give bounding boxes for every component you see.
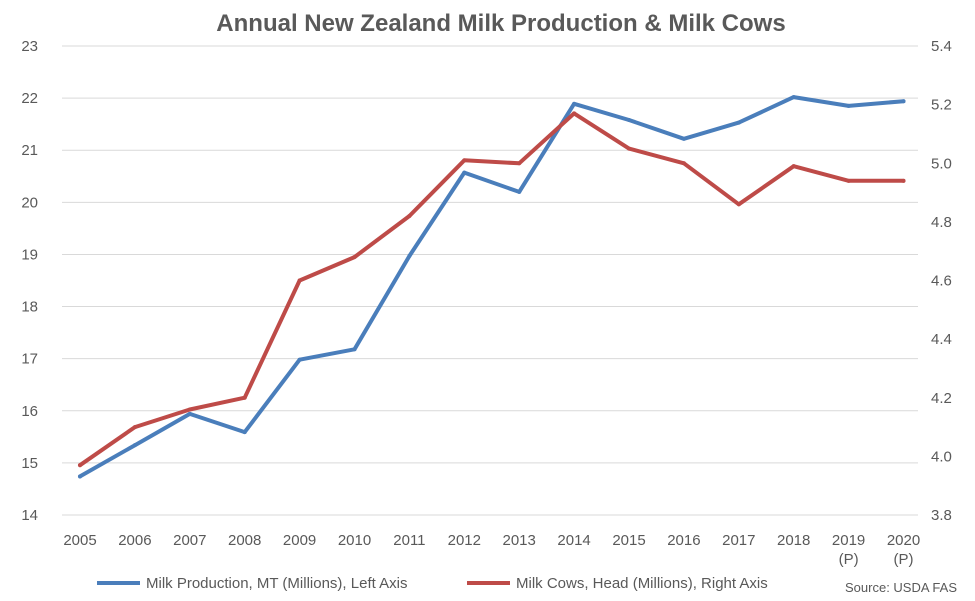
left-tick-label: 21	[21, 142, 38, 159]
right-tick-label: 4.0	[931, 448, 952, 465]
left-tick-label: 19	[21, 246, 38, 263]
data-point-milk-production	[517, 189, 522, 194]
right-axis: 3.8 4.0 4.2 4.4 4.6 4.8 5.0 5.2 5.4	[931, 38, 952, 524]
data-point-milk-cows	[78, 463, 82, 468]
x-tick-label: 2018	[777, 532, 810, 549]
data-point-milk-cows	[407, 214, 412, 219]
data-point-milk-cows	[187, 407, 192, 412]
legend-label-milk-production: Milk Production, MT (Millions), Left Axi…	[146, 575, 407, 592]
chart-title: Annual New Zealand Milk Production & Mil…	[216, 10, 785, 37]
data-point-milk-production	[627, 117, 631, 122]
left-tick-label: 22	[21, 90, 38, 107]
data-point-milk-production	[78, 474, 82, 479]
x-tick-label: 2015	[612, 532, 645, 549]
data-point-milk-production	[352, 347, 357, 352]
left-tick-label: 23	[21, 38, 38, 55]
x-tick-label: 2012	[448, 532, 481, 549]
data-point-milk-production	[462, 170, 467, 175]
data-point-milk-cows	[462, 158, 467, 163]
right-tick-label: 4.6	[931, 273, 952, 290]
data-point-milk-production	[187, 411, 192, 416]
right-tick-label: 5.0	[931, 155, 952, 172]
data-point-milk-production	[791, 95, 796, 100]
x-tick-label: 2019 (P)	[832, 532, 865, 568]
data-point-milk-production	[572, 101, 577, 106]
data-point-milk-production	[132, 443, 137, 448]
x-tick-label: 2013	[503, 532, 536, 549]
data-point-milk-production	[901, 99, 906, 104]
data-point-milk-cows	[901, 178, 906, 183]
data-point-milk-production	[846, 103, 851, 108]
left-tick-label: 16	[21, 403, 38, 420]
data-point-milk-cows	[242, 395, 247, 400]
data-point-milk-production	[736, 120, 741, 125]
series-layer	[78, 95, 906, 479]
left-tick-label: 15	[21, 455, 38, 472]
right-tick-label: 5.2	[931, 97, 952, 114]
source-note: Source: USDA FAS	[845, 580, 957, 595]
x-tick-label: 2010	[338, 532, 371, 549]
legend-label-milk-cows: Milk Cows, Head (Millions), Right Axis	[516, 575, 768, 592]
x-axis: 2005 2006 2007 2008 2009 2010 2011 2012 2013 2014…	[63, 532, 920, 568]
data-point-milk-cows	[681, 161, 686, 166]
x-tick-label: 2011	[393, 532, 425, 549]
data-point-milk-production	[681, 136, 686, 141]
gridlines	[62, 45, 918, 516]
data-point-milk-cows	[297, 278, 302, 283]
x-tick-label: 2016	[667, 532, 700, 549]
data-point-milk-production	[297, 357, 302, 362]
data-point-milk-production	[242, 430, 247, 435]
data-point-milk-cows	[572, 111, 577, 116]
series-line-milk-cows	[78, 111, 906, 468]
data-point-milk-production	[407, 254, 412, 259]
left-tick-label: 17	[21, 351, 38, 368]
left-tick-label: 18	[21, 299, 38, 316]
right-tick-label: 4.8	[931, 214, 952, 231]
x-tick-label: 2020 (P)	[887, 532, 920, 568]
x-tick-label: 2008	[228, 532, 261, 549]
data-point-milk-cows	[627, 146, 631, 151]
data-point-milk-cows	[352, 255, 357, 260]
data-point-milk-cows	[736, 202, 741, 207]
x-tick-label: 2009	[283, 532, 316, 549]
data-point-milk-cows	[517, 161, 522, 166]
x-tick-label: 2006	[118, 532, 151, 549]
legend: Milk Production, MT (Millions), Left Axi…	[97, 575, 768, 592]
data-point-milk-cows	[846, 178, 851, 183]
x-tick-label: 2014	[557, 532, 590, 549]
right-tick-label: 4.4	[931, 331, 952, 348]
data-point-milk-cows	[791, 164, 796, 169]
left-tick-label: 14	[21, 507, 38, 524]
x-tick-label: 2007	[173, 532, 206, 549]
right-tick-label: 3.8	[931, 507, 952, 524]
right-tick-label: 5.4	[931, 38, 952, 55]
left-tick-label: 20	[21, 194, 38, 211]
series-line-milk-production	[78, 95, 906, 479]
data-point-milk-cows	[132, 425, 137, 430]
right-tick-label: 4.2	[931, 390, 952, 407]
x-tick-label: 2005	[63, 532, 96, 549]
x-tick-label: 2017	[722, 532, 755, 549]
left-axis: 14 15 16 17 18 19 20 21 22 23	[21, 38, 38, 524]
